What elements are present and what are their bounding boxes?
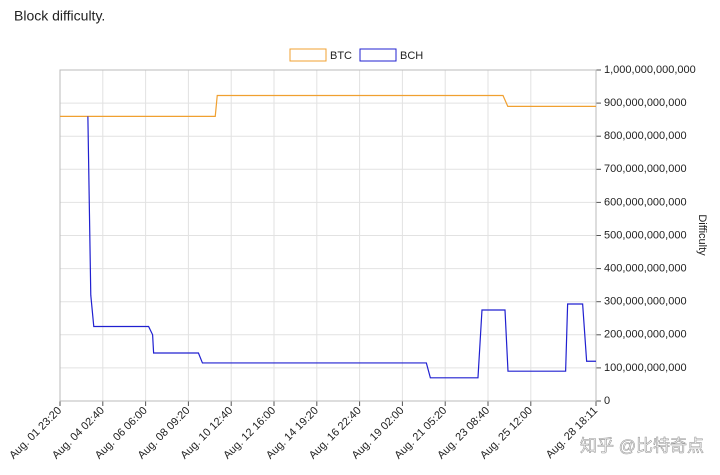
line bbox=[60, 94, 596, 117]
legend-swatch bbox=[289, 48, 327, 62]
plot-border bbox=[59, 69, 597, 402]
legend-swatch bbox=[359, 48, 397, 62]
chart-title: Block difficulty. bbox=[14, 8, 105, 24]
line bbox=[87, 116, 596, 379]
watermark: 知乎 @比特奇点 bbox=[580, 436, 704, 455]
y-tick-label: 200,000,000,000 bbox=[604, 329, 687, 341]
y-tick-label: 700,000,000,000 bbox=[604, 163, 687, 175]
y-tick-label: 1,000,000,000,000 bbox=[604, 64, 696, 76]
legend-label: BTC bbox=[330, 50, 352, 62]
y-tick-label: 900,000,000,000 bbox=[604, 97, 687, 109]
y-tick-label: 500,000,000,000 bbox=[604, 229, 687, 241]
y-tick-label: 300,000,000,000 bbox=[604, 296, 687, 308]
legend-label: BCH bbox=[400, 50, 423, 62]
y-tick-label: 100,000,000,000 bbox=[604, 362, 687, 374]
y-tick-label: 600,000,000,000 bbox=[604, 196, 687, 208]
y-axis-label: Difficulty bbox=[696, 214, 708, 256]
y-tick-label: 800,000,000,000 bbox=[604, 130, 687, 142]
y-tick-label: 400,000,000,000 bbox=[604, 263, 687, 275]
y-tick-label: 0 bbox=[604, 395, 610, 407]
